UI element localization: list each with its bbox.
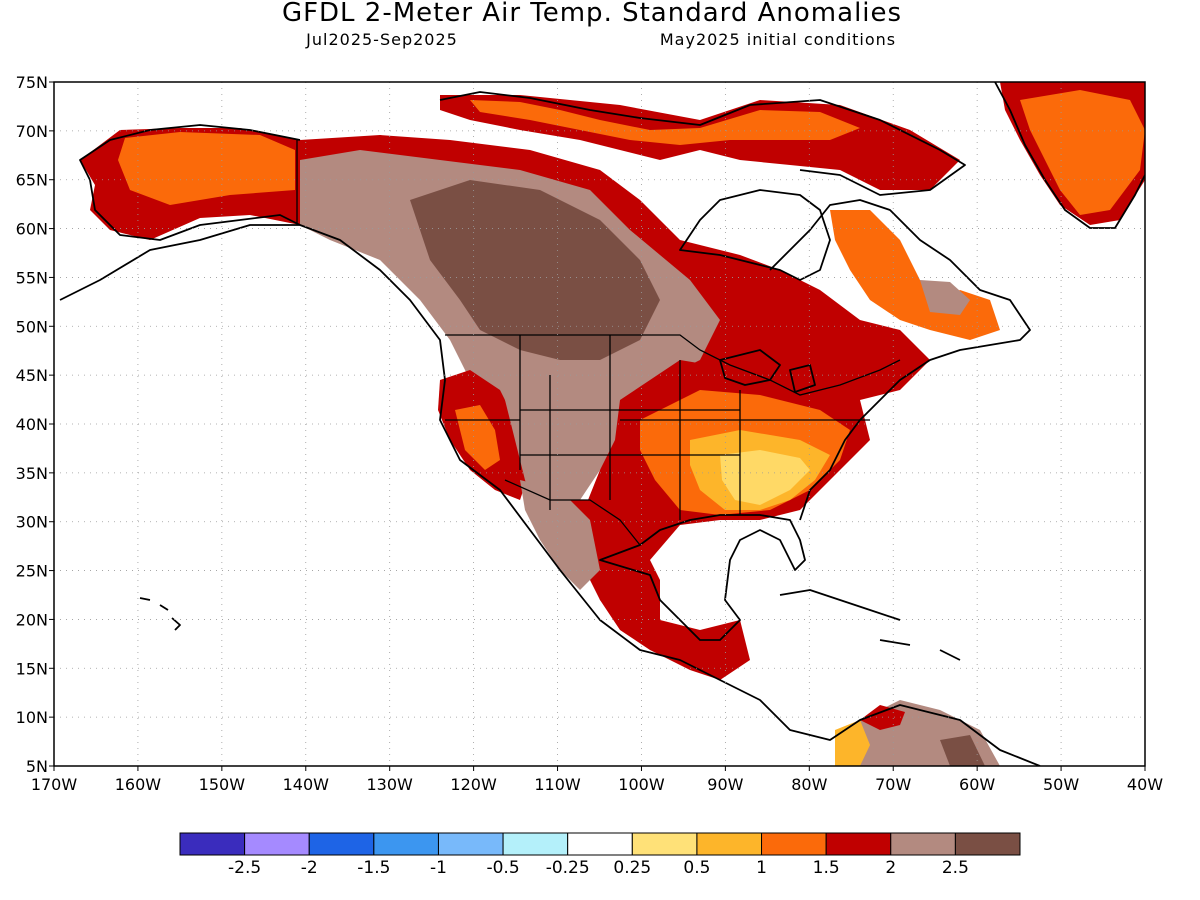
lon-tick-label: 160W <box>115 775 162 794</box>
greenland-coastline <box>994 82 1145 229</box>
legend-label: -1 <box>430 858 447 878</box>
lon-tick-label: 80W <box>791 775 827 794</box>
lat-tick-label: 75N <box>16 73 48 92</box>
us-state-lines <box>445 335 870 520</box>
legend-swatch <box>825 832 892 856</box>
lon-tick-label: 140W <box>283 775 330 794</box>
lon-tick-label: 150W <box>199 775 246 794</box>
legend-label: 2.5 <box>942 858 969 878</box>
caribbean-islands <box>779 589 961 661</box>
arctic-islands-orange-area <box>470 100 860 145</box>
lat-tick-label: 65N <box>16 171 48 190</box>
lat-tick-label: 45N <box>16 366 48 385</box>
lon-tick-label: 120W <box>450 775 497 794</box>
us-mexico-border <box>504 479 641 546</box>
legend-label: -0.5 <box>486 858 519 878</box>
lon-tick-label: 50W <box>1043 775 1079 794</box>
lat-tick-label: 15N <box>16 659 48 678</box>
graticule <box>54 82 1145 766</box>
legend-swatch <box>308 832 375 856</box>
lon-tick-label: 110W <box>534 775 581 794</box>
legend-swatch <box>954 832 1021 856</box>
map-title: GFDL 2-Meter Air Temp. Standard Anomalie… <box>282 0 902 28</box>
lat-tick-label: 70N <box>16 122 48 141</box>
lat-tick-label: 20N <box>16 610 48 629</box>
east-coast <box>769 199 1031 521</box>
lon-tick-label: 40W <box>1127 775 1163 794</box>
lon-tick-label: 70W <box>875 775 911 794</box>
legend-swatch <box>567 832 633 856</box>
hudson-bay-coastline <box>679 189 831 281</box>
canada-brown-dark-area <box>410 180 660 360</box>
legend-label: -2.5 <box>228 858 261 878</box>
alaska-coastline <box>79 124 301 241</box>
legend-swatch <box>631 832 698 856</box>
lat-tick-label: 10N <box>16 708 48 727</box>
legend-label: -2 <box>301 858 318 878</box>
legend-swatch <box>373 832 439 856</box>
lat-tick-label: 30N <box>16 513 48 532</box>
legend-swatch <box>761 832 827 856</box>
latitude-axis: 75N 70N 65N 60N 55N 50N 45N 40N 35N 30N 25N 20N 15N 1… <box>16 73 54 776</box>
legend-swatch <box>502 832 569 856</box>
alaska-orange-area <box>118 132 295 205</box>
lat-tick-label: 5N <box>26 757 48 776</box>
lat-tick-label: 40N <box>16 415 48 434</box>
lat-tick-label: 55N <box>16 268 48 287</box>
legend-label: 0.25 <box>613 858 651 878</box>
map-panel <box>53 81 1146 767</box>
legend-swatch <box>890 832 956 856</box>
legend-label: -1.5 <box>357 858 390 878</box>
legend-label: 1 <box>756 858 767 878</box>
labrador-brown-area <box>920 280 970 315</box>
legend-swatch <box>696 832 763 856</box>
legend-label: 1.5 <box>813 858 840 878</box>
mexico-red-area <box>560 500 750 680</box>
legend-label: -0.25 <box>546 858 590 878</box>
legend-label: 0.5 <box>683 858 710 878</box>
north-america-coastline <box>59 224 1041 766</box>
legend-swatch <box>244 832 310 856</box>
gulf-of-mexico-coastline <box>599 514 806 641</box>
us-canada-border <box>445 334 901 396</box>
lat-tick-label: 35N <box>16 464 48 483</box>
lon-tick-label: 60W <box>959 775 995 794</box>
lon-tick-label: 90W <box>707 775 743 794</box>
mexico-brown-area <box>520 480 600 590</box>
anomaly-fields <box>80 82 1145 766</box>
lat-tick-label: 25N <box>16 562 48 581</box>
color-legend: -2.5 -2 -1.5 -1 -0.5 -0.25 0.25 0.5 1 1.5 2 2.5 <box>179 832 1021 878</box>
greenland-orange-area <box>1020 90 1145 215</box>
lon-tick-label: 170W <box>31 775 78 794</box>
arctic-islands-coastline <box>439 91 966 196</box>
legend-label: 2 <box>885 858 896 878</box>
hawaii-islands <box>139 597 181 631</box>
lon-tick-label: 100W <box>618 775 665 794</box>
longitude-axis: 170W 160W 150W 140W 130W 120W 110W 100W 90W 80W 70… <box>31 766 1163 794</box>
lon-tick-label: 130W <box>367 775 414 794</box>
legend-swatch <box>179 832 246 856</box>
lat-tick-label: 60N <box>16 220 48 239</box>
south-america-brown-dark-area <box>940 735 985 766</box>
coastlines <box>59 82 1145 766</box>
initial-conditions: May2025 initial conditions <box>660 30 896 49</box>
legend-swatch <box>437 832 504 856</box>
forecast-period: Jul2025-Sep2025 <box>305 30 458 49</box>
us-west-orange-area <box>455 405 500 470</box>
us-southeast-yellow-area <box>720 450 810 505</box>
lat-tick-label: 50N <box>16 317 48 336</box>
